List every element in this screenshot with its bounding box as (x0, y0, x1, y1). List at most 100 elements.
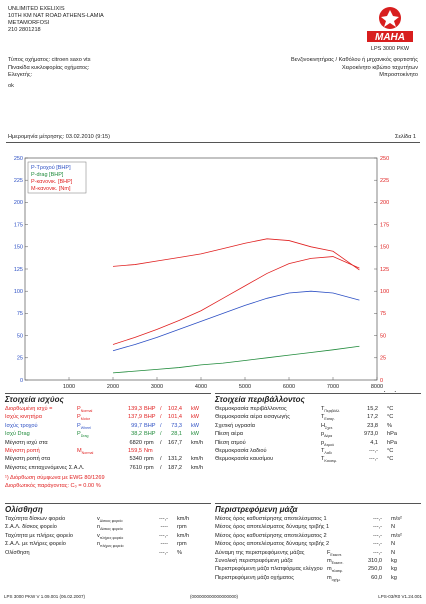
y-tick-label: 125 (14, 267, 23, 273)
field-sub: οχήμ. (331, 577, 341, 582)
field-sub: πλήρες φορείο (99, 535, 124, 540)
y-tick-label: 225 (14, 178, 23, 184)
field-val: 139,3 (128, 406, 142, 412)
field-label: Μέγιστες επιταχυνόμενες Σ.Α.Λ. (5, 464, 85, 471)
vehicle-spec: Χειροκίνητο κιβώτιο ταχυτήτων (341, 64, 418, 71)
field-label: Θερμοκρασία λαδιού (215, 447, 267, 454)
legend-entry: P-Τροχού [BHP] (31, 164, 71, 171)
y-tick-label: 0 (20, 378, 23, 384)
y2-tick-label: 100 (380, 289, 389, 295)
company-line: 10TH KM NAT ROAD ATHENS-LAMIA (8, 13, 104, 19)
field-sym: FΕκκεντ. (327, 549, 343, 557)
row: Μέσος όρος αποτελέσματος δύναμης τριβής … (215, 541, 421, 549)
field-val: 250,0 (368, 566, 382, 573)
row: Θερμοκρασία περιβάλλοντος TΠεριβάλλ. 15,2 °… (215, 406, 421, 414)
field-sym: MNormal (77, 447, 94, 456)
field-sub: Δίσκος φορείο (99, 519, 123, 524)
legend-box (27, 161, 87, 194)
y2-tick-label: 250 (380, 156, 389, 162)
vehicle-spec: Μπροστοκίνητο (379, 72, 418, 78)
vehicle-field: Τύπος οχήματος: citroen saxo vts (8, 57, 91, 63)
field-unit: hPa (387, 439, 397, 446)
y2-tick-label: 125 (380, 267, 389, 273)
field-label: Ταχύτητα με πλήρες φορείο (5, 532, 74, 539)
field-unit2: kW (191, 422, 200, 429)
field-label: Ισχύ Drag (5, 431, 30, 438)
row: Διορθωμένη ισχύ = PNormal 139,3 BHP / 102,4 kW (5, 406, 211, 414)
field-val: 159,5 (128, 447, 142, 454)
field-sep: / (160, 456, 162, 463)
y2-tick-label: 200 (380, 200, 389, 206)
field-unit: Nm (144, 447, 153, 454)
series-line (112, 256, 360, 345)
series-line (112, 238, 360, 271)
field-unit2: km/h (191, 439, 204, 446)
field-unit2: kW (191, 431, 200, 438)
row: Ταχύτητα δίσκων φορείο vΔίσκος φορείο ---,… (5, 516, 211, 524)
field-sym: nπλήρες φορείο (97, 541, 124, 549)
row: Θερμοκρασία καυσίμου TΚαυσιμ. ---,- °C (215, 456, 421, 464)
row: Σχετική υγρασία HΣχετ. 23,8% (215, 423, 421, 431)
field-sep: / (160, 431, 162, 438)
row: Δύναμη της περιστρεφόμενης μάζας FΕκκεντ.… (215, 550, 421, 558)
field-unit: % (387, 422, 392, 429)
field-label: Ισχύς κινητήρα (5, 414, 42, 421)
vehicle-note: ok (8, 82, 14, 89)
field-sym: vΔίσκος φορείο (97, 516, 123, 524)
footer-center: (000000000000000000) (190, 594, 239, 599)
y-tick-label: 150 (14, 245, 23, 251)
field-sym: TΠεριβάλλ. (321, 406, 341, 414)
field-unit2: km/h (191, 456, 204, 463)
measurement-date: Ημερομηνία μέτρησης: 03.02.2010 (9:15) (8, 134, 110, 140)
legend-entry: P-drag [BHP] (31, 172, 64, 178)
logo-star (381, 10, 399, 27)
field-sym: PWheel (77, 422, 91, 430)
field-val: 5340 (129, 456, 142, 463)
field-unit2: kW (191, 414, 200, 421)
logo: MAHA LPS 3000 PKW (367, 7, 413, 52)
field-sub: Αέρα (324, 434, 333, 439)
row: Πίεση αέρα pΑέρα 973,0 hPa (215, 431, 421, 439)
field-sub: Εκκεντ. (331, 561, 344, 566)
company-line: UNLIMITED EXELIXIS (8, 6, 65, 12)
field-sub: Σχετ. (325, 425, 334, 430)
field-sym: mπλατφ. (327, 566, 343, 574)
field-sub: Εισαγ. (324, 417, 335, 422)
x-tick-label: 1000 (63, 384, 75, 390)
field-val: 310,0 (368, 557, 382, 564)
company-line: 210 2801218 (8, 27, 41, 33)
field-unit: BHP (144, 414, 156, 421)
page-number: Σελίδα 1 (394, 134, 416, 140)
field-val: 17,2 (367, 414, 378, 421)
field-sub: Εκκεντ. (330, 552, 343, 557)
series-line (112, 345, 360, 374)
field-sym: pΑέρα (321, 431, 333, 439)
field-val: ---,- (158, 549, 168, 556)
section-title: Περιστρεφόμενη μάζα (215, 505, 298, 514)
field-val: ---,- (372, 532, 382, 539)
y-tick-label: 25 (17, 356, 23, 362)
product: LPS 3000 PKW (371, 46, 410, 52)
field-unit: m/s² (391, 516, 402, 522)
field-val: 7610 (129, 464, 142, 471)
y2-tick-label: 175 (380, 222, 389, 228)
field-sub: Motor (80, 417, 90, 422)
field-label: Μέγιστη ροπή (5, 447, 40, 454)
field-sym: TΕισαγ. (321, 414, 335, 422)
field-sub: Λαδι (324, 451, 332, 456)
row: Ολίσθηση ---,-% (5, 550, 211, 558)
field-val2: 167,7 (168, 439, 182, 446)
field-sym: PDrag (77, 431, 89, 439)
field-label: Περιστρεφόμενη μάζα οχήματος (215, 574, 294, 581)
field-unit: °C (387, 414, 394, 421)
field-sub: Δίσκος φορείο (100, 527, 123, 532)
field-val: ---,- (372, 524, 382, 531)
field-val: ---,- (158, 516, 168, 522)
field-unit: rpm (177, 524, 187, 531)
logo-text: MAHA (375, 32, 405, 43)
field-val: 15,2 (367, 406, 378, 412)
legend: P-Τροχού [BHP]P-drag [BHP]P-κανονικ. [BH… (27, 161, 87, 194)
company-line: METAMORFOSI (8, 20, 50, 26)
field-unit: N (391, 541, 396, 548)
field-sym: mΕκκεντ. (327, 557, 344, 566)
